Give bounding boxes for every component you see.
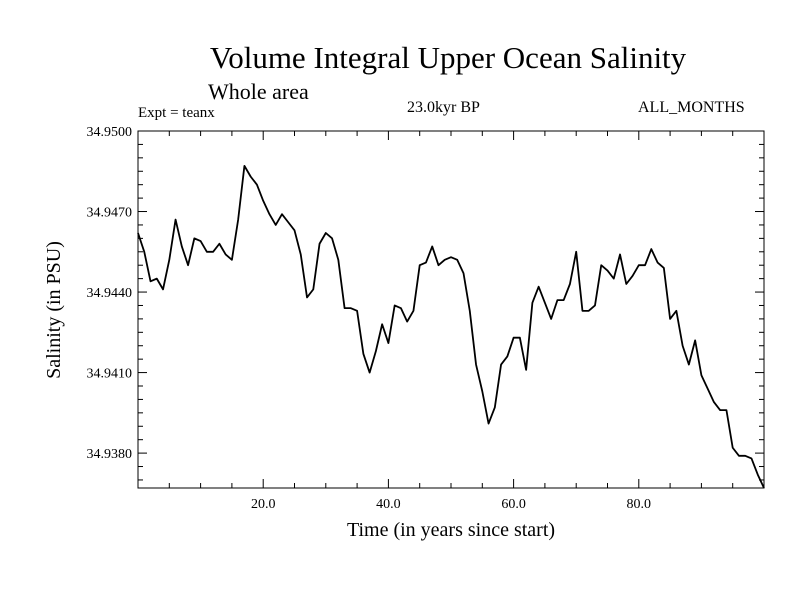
x-tick-label: 80.0 (627, 497, 652, 512)
salinity-series-line (137, 164, 765, 489)
chart-subtitle: Whole area (208, 79, 309, 104)
plot-frame (137, 130, 765, 489)
y-tick-label: 34.9440 (87, 286, 133, 301)
x-tick-label: 40.0 (376, 497, 401, 512)
x-tick-label: 60.0 (501, 497, 526, 512)
y-tick-label: 34.9470 (87, 206, 133, 221)
experiment-label: Expt = teanx (138, 105, 215, 121)
chart-title: Volume Integral Upper Ocean Salinity (209, 40, 687, 75)
y-tick-label: 34.9380 (87, 447, 133, 462)
tick-labels: 20.0 40.0 60.0 80.0 34.9500 34.9470 34.9440 34.… (87, 125, 652, 512)
period-label: 23.0kyr BP (407, 99, 480, 116)
months-label: ALL_MONTHS (638, 99, 745, 116)
y-tick-label: 34.9410 (87, 367, 133, 382)
x-tick-label: 20.0 (251, 497, 276, 512)
y-axis-label: Salinity (in PSU) (43, 241, 65, 379)
axis-ticks (138, 130, 764, 488)
x-axis-label: Time (in years since start) (346, 519, 556, 541)
y-tick-label: 34.9500 (87, 125, 133, 140)
